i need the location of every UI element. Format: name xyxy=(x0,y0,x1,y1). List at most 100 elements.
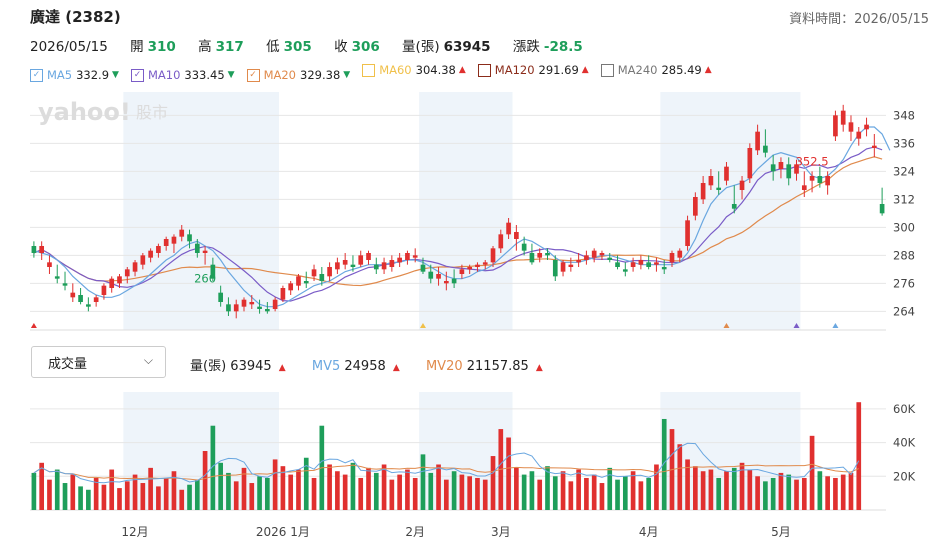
volume-bar xyxy=(770,477,776,510)
volume-bar xyxy=(47,479,52,510)
volume-bar xyxy=(233,481,239,510)
low-value: 305 xyxy=(283,39,312,55)
candle-body xyxy=(568,264,574,267)
candle-body xyxy=(638,260,644,265)
ma-label: MA10 xyxy=(147,68,181,82)
mv5-label: MV5 xyxy=(311,359,341,374)
volume-bar xyxy=(86,489,91,510)
checkbox-checked-icon[interactable]: ✓ xyxy=(246,68,260,82)
candle-body xyxy=(47,262,52,267)
volume-bar xyxy=(568,481,574,510)
ma-label: MA5 xyxy=(47,68,73,82)
ma-legend-item-ma5[interactable]: ✓ MA5 332.9 ▼ xyxy=(30,68,119,82)
mv20-value: 21157.85 xyxy=(466,359,529,374)
volume-bar xyxy=(296,469,301,510)
checkbox-checked-icon[interactable]: ✓ xyxy=(130,68,144,82)
x-tick-label: 2026 1月 xyxy=(256,525,310,539)
volume-bar xyxy=(412,477,418,510)
candle-body xyxy=(506,222,511,235)
volume-bar xyxy=(194,479,200,510)
ma20-line xyxy=(33,156,883,287)
candle-body xyxy=(786,164,792,179)
volume-bar xyxy=(763,481,768,510)
checkbox-icon[interactable] xyxy=(362,63,376,77)
ma-legend-item-ma60[interactable]: MA60 304.38 ▲ xyxy=(362,63,466,77)
candle-body xyxy=(327,267,332,277)
candle-body xyxy=(249,302,255,305)
open-label: 開 xyxy=(130,39,144,55)
ma-legend-item-ma20[interactable]: ✓ MA20 329.38 ▼ xyxy=(246,68,350,82)
volume-tick-label: 40K xyxy=(893,436,916,450)
down-arrow-icon: ▼ xyxy=(227,70,235,80)
volume-bar xyxy=(482,479,488,510)
volume-bar xyxy=(545,466,550,510)
open-value: 310 xyxy=(147,39,176,55)
low-label: 低 xyxy=(266,39,280,55)
candle-body xyxy=(86,304,91,307)
volume-bar xyxy=(210,425,216,510)
ma10-line xyxy=(33,146,883,302)
low-annotation: 260 xyxy=(194,272,216,286)
candle-body xyxy=(303,281,309,284)
candle-body xyxy=(521,243,527,251)
high-annotation: 352.5 xyxy=(796,154,829,168)
up-arrow-icon: ▲ xyxy=(458,65,466,75)
volume-bar xyxy=(716,477,722,510)
candle-body xyxy=(132,262,138,272)
candle-body xyxy=(739,180,745,190)
candle-body xyxy=(615,262,620,267)
volume-bar xyxy=(327,464,332,510)
ma-value: 332.9 xyxy=(76,68,110,82)
volume-bar xyxy=(358,477,364,510)
ma-legend-item-ma240[interactable]: MA240 285.49 ▲ xyxy=(600,63,712,77)
candle-body xyxy=(296,276,301,286)
volume-bar xyxy=(622,476,628,510)
indicator-select[interactable]: 成交量 ⌵ xyxy=(31,346,166,378)
ma-value: 304.38 xyxy=(415,63,456,77)
candle-body xyxy=(677,250,683,258)
volume-bar xyxy=(521,474,527,510)
price-tick-label: 300 xyxy=(893,220,915,234)
shaded-period-price xyxy=(660,92,801,330)
candle-body xyxy=(622,269,628,272)
candle-body xyxy=(731,204,737,209)
volume-bar xyxy=(724,471,729,510)
volume-bar xyxy=(661,418,667,510)
signal-marker-icon xyxy=(30,323,37,328)
candle-body xyxy=(700,183,706,200)
volume-bar xyxy=(607,467,613,510)
chevron-down-icon: ⌵ xyxy=(143,353,153,367)
volume-bar xyxy=(778,472,784,510)
candle-body xyxy=(280,288,286,300)
checkbox-icon[interactable] xyxy=(477,63,491,77)
candle-body xyxy=(529,253,535,263)
volume-bar xyxy=(101,484,107,510)
ma-value: 291.69 xyxy=(538,63,579,77)
volume-bar xyxy=(132,474,138,510)
candle-body xyxy=(265,309,270,312)
price-tick-label: 312 xyxy=(893,192,915,206)
yahoo-watermark-logo: yahoo! xyxy=(38,98,131,126)
volume-bar xyxy=(576,469,581,510)
ma-legend-item-ma10[interactable]: ✓ MA10 333.45 ▼ xyxy=(130,68,235,82)
checkbox-checked-icon[interactable]: ✓ xyxy=(30,68,43,82)
ma-legend-item-ma120[interactable]: MA120 291.69 ▲ xyxy=(477,63,589,77)
candle-body xyxy=(342,260,348,265)
candle-body xyxy=(467,267,473,270)
stock-title: 廣達 (2382) xyxy=(30,8,121,26)
candle-body xyxy=(350,264,356,267)
checkbox-icon[interactable] xyxy=(600,63,614,77)
volume-bar xyxy=(226,472,231,510)
candle-body xyxy=(226,304,231,312)
shaded-period-price xyxy=(419,92,513,330)
mv5-line xyxy=(33,442,860,484)
x-tick-label: 4月 xyxy=(639,525,659,539)
volume-bar xyxy=(475,477,480,510)
volume-bar xyxy=(529,471,535,510)
volume-bar xyxy=(685,459,690,510)
shaded-period-price xyxy=(123,92,280,330)
volume-bar xyxy=(638,481,644,510)
candle-body xyxy=(443,281,449,284)
ma-label: MA20 xyxy=(263,68,297,82)
ma-label: MA120 xyxy=(494,63,535,77)
